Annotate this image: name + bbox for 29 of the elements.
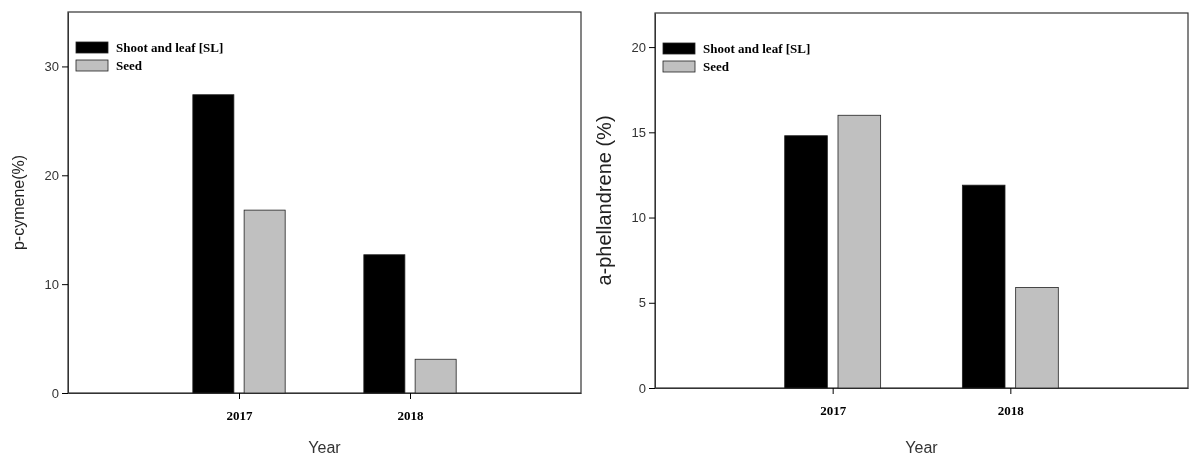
y-tick-label: 15 (631, 124, 646, 140)
x-tick-label: 2018 (397, 408, 424, 424)
y-tick-label: 10 (631, 210, 646, 226)
x-tick-label: 2017 (226, 408, 253, 424)
legend-label: Shoot and leaf [SL] (703, 41, 811, 56)
y-tick-label: 30 (44, 59, 59, 75)
legend-label: Seed (703, 59, 730, 74)
x-axis-title: Year (308, 439, 342, 456)
y-axis-title: p-cymene(%) (10, 154, 27, 251)
bar (192, 94, 235, 394)
x-axis-title: Year (905, 439, 939, 456)
y-tick-label: 20 (631, 39, 646, 55)
bar (243, 209, 286, 394)
bar (784, 135, 828, 389)
y-tick-label: 10 (44, 276, 59, 292)
x-tick-label: 2017 (820, 403, 847, 419)
y-tick-label: 0 (51, 385, 59, 401)
x-tick-label: 2018 (997, 403, 1025, 419)
legend-label: Shoot and leaf [SL] (116, 40, 224, 55)
bar (961, 184, 1006, 389)
y-tick-label: 5 (638, 295, 646, 311)
bar (837, 114, 882, 389)
y-axis-title: a-phellandrene (%) (593, 115, 615, 286)
bar (363, 254, 406, 394)
y-tick-label: 0 (638, 380, 646, 396)
bar (414, 358, 457, 394)
bar (1015, 287, 1059, 389)
y-tick-label: 20 (44, 167, 59, 183)
legend-label: Seed (116, 58, 143, 73)
